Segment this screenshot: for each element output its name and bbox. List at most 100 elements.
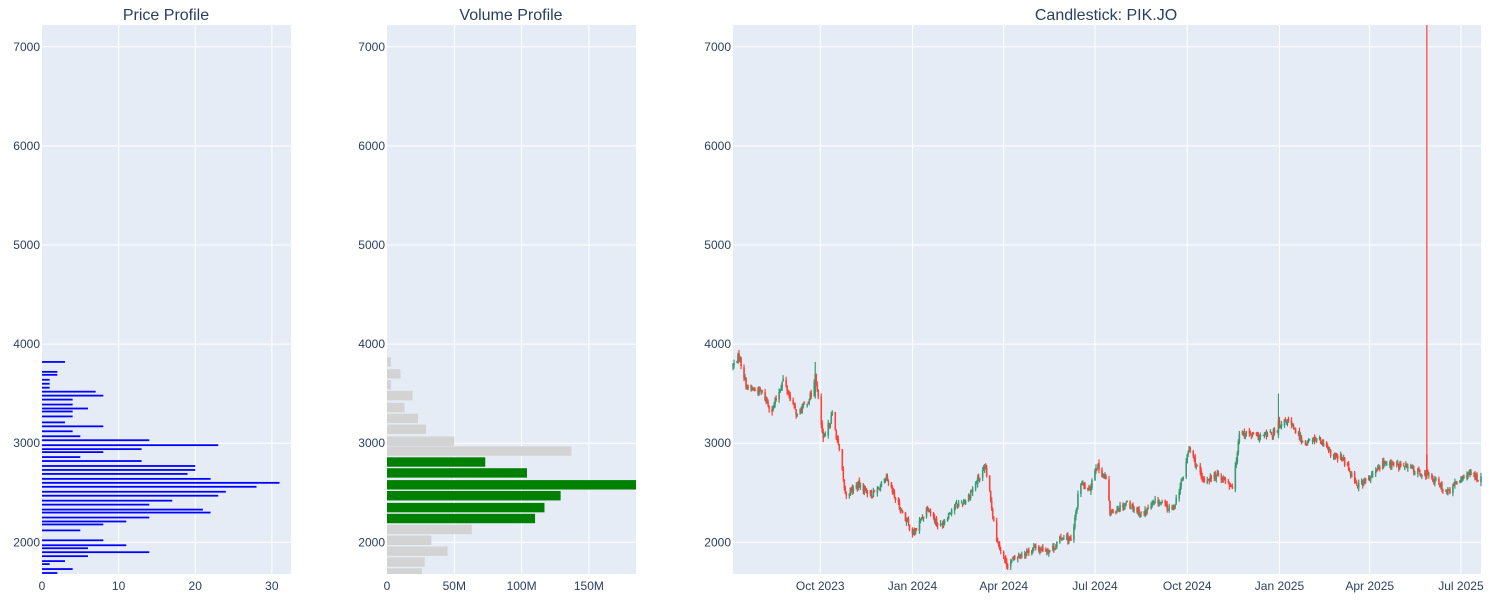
bar [387,357,392,367]
candle-body [1477,480,1479,482]
candle [1340,453,1343,462]
candle-body [745,377,747,387]
candle [1070,534,1072,542]
candle [926,505,929,512]
candle [1462,475,1464,482]
y-tick-label: 3000 [704,436,731,450]
candle-body [1417,468,1419,474]
candle-body [1321,442,1324,445]
candle [1119,501,1121,512]
candle [808,398,811,406]
candle-body [803,403,805,405]
candle [1049,550,1051,553]
candle [1280,421,1283,430]
candle [1222,475,1225,483]
candle [780,384,782,391]
candle [1125,501,1127,507]
bar [42,490,226,493]
candle [1052,543,1054,552]
candle [1131,503,1133,509]
candle [1376,464,1379,471]
candle-body [1426,454,1428,471]
candle-body [1468,472,1470,475]
y-tick-label: 3000 [358,436,385,450]
candle [758,386,760,396]
candle-body [1136,507,1138,513]
candle [1364,477,1367,484]
candle-body [864,487,867,490]
candle [1414,470,1416,476]
candle-body [1101,469,1103,477]
candle-body [841,448,844,470]
bar [42,386,50,389]
candle-body [866,491,869,494]
candle [963,499,966,504]
candle [1243,428,1246,439]
candle [1105,474,1107,480]
candle [1319,436,1322,445]
candle [1363,477,1366,485]
candle-body [969,492,972,499]
candle [1213,471,1216,482]
candle [1377,464,1380,470]
candle [1188,446,1191,453]
candle [817,389,820,400]
candle-body [1195,465,1198,467]
candle-body [1217,471,1220,476]
candle [1353,471,1356,484]
candle-body [830,415,833,423]
x-tick-label: 0 [384,579,391,593]
candle [1006,563,1009,570]
candle-body [1223,476,1226,479]
candle-body [1129,502,1131,509]
candle-body [1080,484,1082,494]
candle [869,489,872,497]
candle-body [961,503,964,505]
candle-body [1147,508,1149,510]
candle-body [1456,482,1458,484]
candle [1165,501,1167,507]
candle [743,364,745,382]
candle [1124,503,1126,510]
candle [967,493,970,502]
candle-body [908,524,911,530]
candle-body [1171,506,1173,510]
candle [925,506,928,519]
candle [1341,456,1344,462]
candle-body [1074,518,1076,528]
candle [746,384,748,390]
candle [781,381,783,391]
candle-body [836,437,839,441]
candle [1273,427,1276,436]
candle-body [1421,474,1423,477]
candle [1136,506,1138,514]
candle-body [786,385,788,392]
bar [42,370,58,373]
candle [1369,476,1372,484]
candle-body [810,392,813,398]
candle [1463,474,1465,479]
candle [894,496,897,503]
candle-body [1118,509,1120,511]
candle-body [932,513,935,516]
candle [1180,478,1182,490]
candle-body [890,482,893,488]
bar [387,446,572,456]
candle-body [1023,553,1026,556]
candle [806,403,808,408]
candle-body [1381,460,1384,470]
candle-body [817,389,820,397]
candle-body [1206,480,1209,483]
candle [1209,473,1212,482]
candle [905,517,908,526]
candle-body [751,388,753,390]
candle [1258,434,1261,443]
candle [1207,478,1210,481]
candle-body [1256,433,1259,435]
candle-body [1251,432,1254,437]
candle [829,422,832,429]
candle-body [950,509,953,514]
candle [1287,416,1290,423]
candle [866,489,869,498]
candle-body [1145,509,1147,514]
